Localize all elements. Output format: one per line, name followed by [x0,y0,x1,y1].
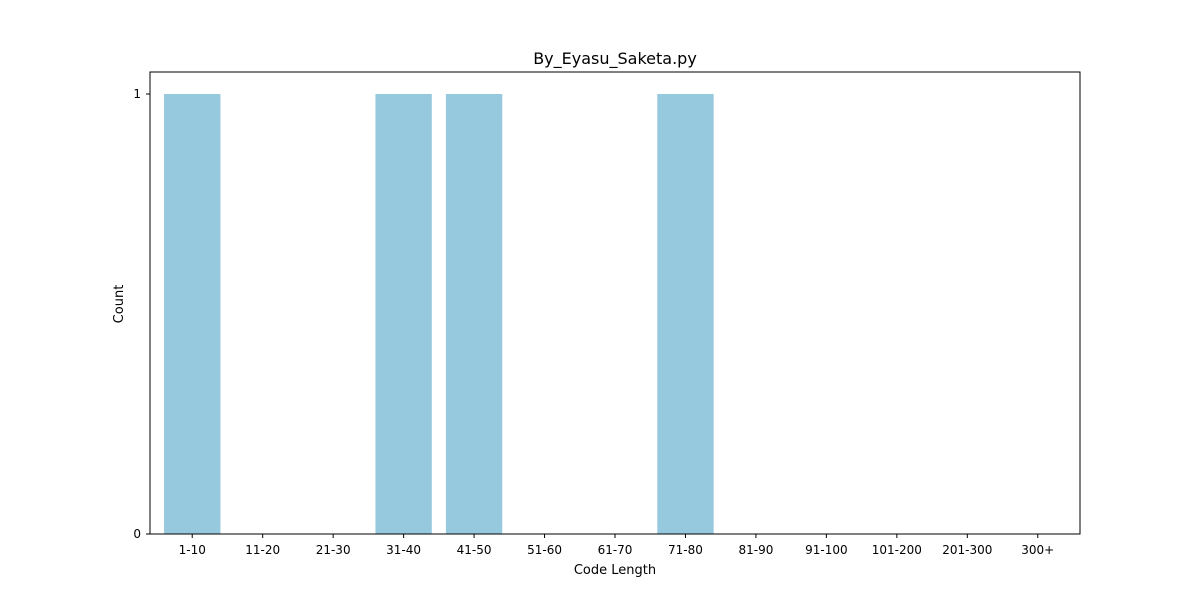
bar-71-80 [657,94,714,534]
x-tick-label: 91-100 [805,543,848,557]
bar-31-40 [375,94,432,534]
x-tick-label: 201-300 [942,543,992,557]
x-tick-label: 11-20 [245,543,280,557]
x-tick-label: 101-200 [872,543,922,557]
x-tick-label: 51-60 [527,543,562,557]
plot-frame [149,71,1081,535]
x-tick-label: 41-50 [457,543,492,557]
x-ticks: 1-10 11-20 21-30 31-40 41-50 51-60 61-70 71-80 8… [179,534,1054,557]
bar-41-50 [445,94,503,534]
x-tick-label: 1-10 [179,543,206,557]
y-tick-label: 1 [133,87,141,101]
chart-title: By_Eyasu_Saketa.py [533,49,697,69]
y-ticks: 01 [133,87,150,541]
x-tick-label: 81-90 [738,543,773,557]
x-tick-label: 71-80 [668,543,703,557]
x-tick-label: 21-30 [316,543,351,557]
x-tick-label: 31-40 [386,543,421,557]
bars [164,94,714,534]
bar-1-10 [164,94,221,534]
x-tick-label: 300+ [1021,543,1054,557]
y-axis-label: Count [112,285,127,324]
x-axis-label: Code Length [574,563,656,578]
x-tick-label: 61-70 [598,543,633,557]
y-tick-label: 0 [133,527,141,541]
